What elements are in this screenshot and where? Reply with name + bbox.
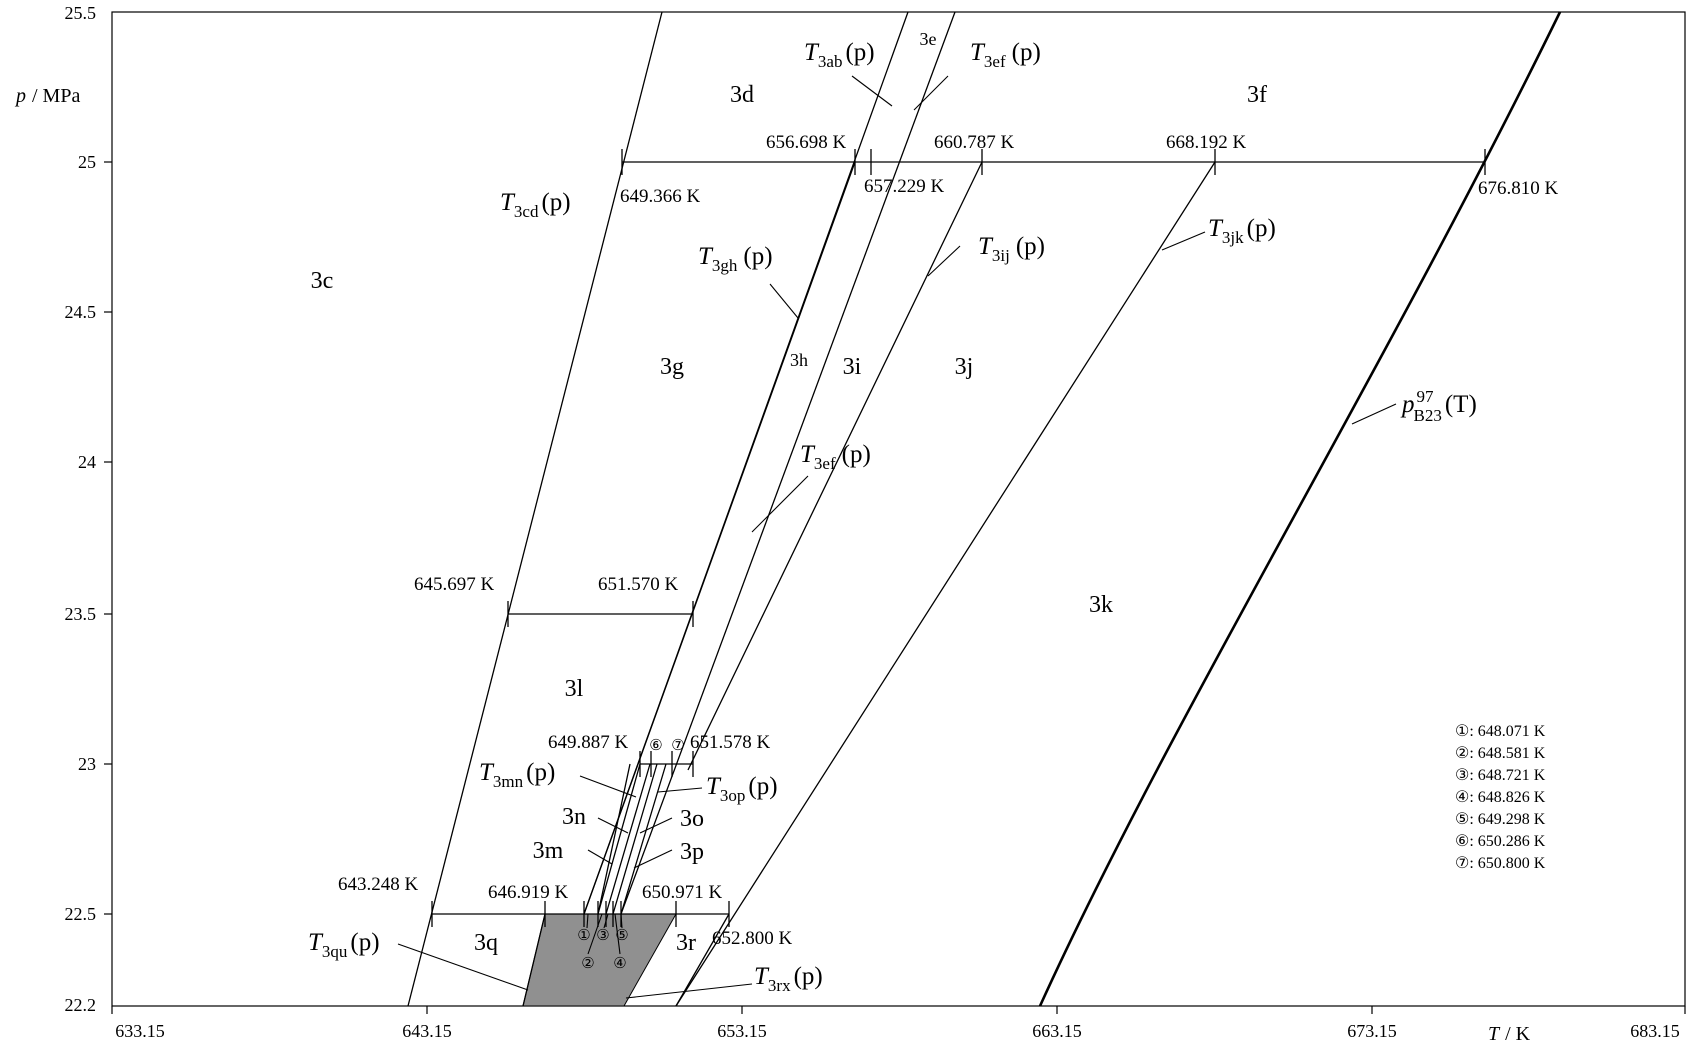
x-tick: 683.15 xyxy=(1630,1021,1680,1041)
region-3c: 3c xyxy=(311,268,334,294)
y-tick: 22.5 xyxy=(65,904,97,924)
boundary-ticks xyxy=(431,149,1486,927)
line-inner-c xyxy=(612,763,658,915)
region-3l: 3l xyxy=(565,676,584,702)
y-tick-labels: 25.5 25 24.5 24 23.5 23 22.5 22.2 xyxy=(65,3,97,1015)
line-t3rx xyxy=(675,913,730,1007)
temp-label: 649.366 K xyxy=(620,186,701,207)
temp-label: 645.697 K xyxy=(414,574,495,595)
legend: ①: 648.071 K ②: 648.581 K ③: 648.721 K ④… xyxy=(1455,723,1546,872)
legend-item: ⑤: 649.298 K xyxy=(1455,811,1546,828)
region-3e: 3e xyxy=(920,29,937,49)
y-tick: 23.5 xyxy=(65,604,97,624)
line-t3mn xyxy=(597,763,641,915)
label-t3jk: T3jk (p) xyxy=(1208,215,1276,247)
horizontal-boundaries xyxy=(432,161,1485,915)
x-tick: 653.15 xyxy=(717,1021,767,1041)
legend-item: ③: 648.721 K xyxy=(1455,767,1546,784)
y-axis-label: p / MPa xyxy=(14,85,80,107)
temp-label: 651.570 K xyxy=(598,574,679,595)
x-tick: 633.15 xyxy=(115,1021,165,1041)
y-tick: 23 xyxy=(78,754,96,774)
temp-label: 668.192 K xyxy=(1166,132,1247,153)
region-3d: 3d xyxy=(730,82,754,108)
region-3r: 3r xyxy=(676,930,696,956)
x-axis-label: T / K xyxy=(1488,1023,1531,1045)
line-t3gh xyxy=(583,161,856,915)
temp-label: 652.800 K xyxy=(712,928,793,949)
line-t3qu xyxy=(522,913,546,1007)
region-3m: 3m xyxy=(533,838,564,864)
line-t3cd xyxy=(407,11,663,1007)
region-3g: 3g xyxy=(660,354,684,380)
line-inner-a xyxy=(597,763,631,915)
boundary-lines xyxy=(407,11,1562,1007)
y-tick: 25 xyxy=(78,152,96,172)
label-t3ab: T3ab (p) xyxy=(804,39,875,71)
marker-1: ① xyxy=(577,928,590,944)
line-t3ij xyxy=(687,161,983,771)
marker-3: ③ xyxy=(596,928,609,944)
legend-item: ①: 648.071 K xyxy=(1455,723,1546,740)
region-3j: 3j xyxy=(955,354,974,380)
label-t3op: T3op (p) xyxy=(706,773,778,805)
legend-item: ⑥: 650.286 K xyxy=(1455,833,1546,850)
line-t3jk xyxy=(675,161,1216,1007)
legend-item: ②: 648.581 K xyxy=(1455,745,1546,762)
marker-4: ④ xyxy=(613,956,626,972)
temp-label: 646.919 K xyxy=(488,882,569,903)
y-tick: 22.2 xyxy=(65,995,97,1015)
line-t3op xyxy=(620,763,667,915)
label-t3cd: T3cd (p) xyxy=(500,189,571,221)
label-t3ef-top: T3ef (p) xyxy=(970,39,1041,71)
region-3k: 3k xyxy=(1089,592,1113,618)
leader-lines xyxy=(397,75,1397,999)
marker-7: ⑦ xyxy=(671,738,684,754)
y-tick: 25.5 xyxy=(65,3,97,23)
temp-label: 660.787 K xyxy=(934,132,1015,153)
temperature-labels: 649.366 K 656.698 K 657.229 K 660.787 K … xyxy=(338,132,1559,949)
region-3q: 3q xyxy=(474,930,498,956)
temp-label: 656.698 K xyxy=(766,132,847,153)
region-3o: 3o xyxy=(680,806,704,832)
temp-label: 676.810 K xyxy=(1478,178,1559,199)
line-pb23 xyxy=(1038,11,1562,1007)
x-tick-labels: 633.15 643.15 653.15 663.15 673.15 683.1… xyxy=(115,1021,1680,1041)
region-3p: 3p xyxy=(680,839,704,865)
temp-label: 657.229 K xyxy=(864,176,945,197)
temp-label: 650.971 K xyxy=(642,882,723,903)
region-3f: 3f xyxy=(1247,82,1267,108)
region-3n: 3n xyxy=(562,804,586,830)
axis-tick-marks xyxy=(104,161,1686,1014)
temp-label: 643.248 K xyxy=(338,874,419,895)
temp-label: 649.887 K xyxy=(548,732,629,753)
region-3i: 3i xyxy=(843,354,862,380)
label-pb23: p 97 B23 (T) xyxy=(1400,387,1477,425)
plot-frame xyxy=(111,11,1686,1007)
y-tick: 24.5 xyxy=(65,302,97,322)
line-inner-b xyxy=(605,763,651,915)
label-t3mn: T3mn (p) xyxy=(479,759,555,791)
marker-6: ⑥ xyxy=(649,738,662,754)
curve-labels: T3cd (p) T3ab (p) T3ef (p) T3gh (p) T3ij (p) … xyxy=(308,39,1477,995)
circled-markers: ① ② ③ ④ ⑤ ⑥ ⑦ xyxy=(577,738,684,972)
legend-item: ④: 648.826 K xyxy=(1455,789,1546,806)
x-tick: 663.15 xyxy=(1032,1021,1082,1041)
label-t3ef-mid: T3ef (p) xyxy=(800,441,871,473)
label-t3qu: T3qu (p) xyxy=(308,929,380,961)
label-t3ij: T3ij (p) xyxy=(978,233,1045,265)
x-tick: 673.15 xyxy=(1347,1021,1397,1041)
y-tick: 24 xyxy=(78,452,96,472)
marker-2: ② xyxy=(581,956,594,972)
region-labels: 3c 3d 3e 3f 3g 3h 3i 3j 3k 3l 3m 3n 3o 3… xyxy=(311,29,1267,956)
label-t3gh: T3gh (p) xyxy=(698,243,773,275)
region-3h: 3h xyxy=(790,350,808,370)
label-t3rx: T3rx (p) xyxy=(754,963,823,995)
marker-5: ⑤ xyxy=(615,928,628,944)
legend-item: ⑦: 650.800 K xyxy=(1455,855,1546,872)
x-tick: 643.15 xyxy=(402,1021,452,1041)
temp-label: 651.578 K xyxy=(690,732,771,753)
